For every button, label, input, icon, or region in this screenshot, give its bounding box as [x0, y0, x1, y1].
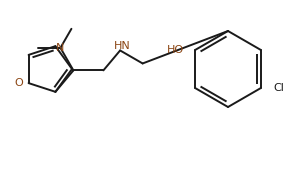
Text: N: N: [56, 43, 65, 53]
Text: O: O: [15, 78, 24, 88]
Text: HO: HO: [167, 45, 184, 55]
Text: HN: HN: [114, 41, 130, 52]
Text: Cl: Cl: [273, 83, 284, 93]
